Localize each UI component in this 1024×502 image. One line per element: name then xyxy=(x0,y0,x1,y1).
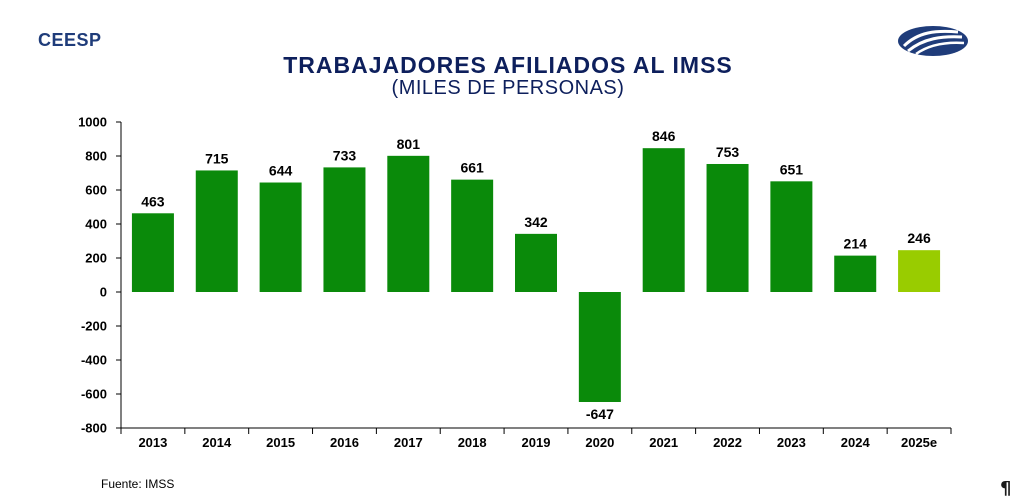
y-tick-label: -600 xyxy=(81,387,107,402)
value-label: 661 xyxy=(460,160,484,176)
chart-title: TRABAJADORES AFILIADOS AL IMSS xyxy=(283,52,733,78)
y-tick-label: 0 xyxy=(100,285,107,300)
bar-2016 xyxy=(323,167,366,292)
category-label: 2021 xyxy=(649,435,678,450)
category-label: 2016 xyxy=(330,435,359,450)
category-label: 2024 xyxy=(841,435,871,450)
source-note: Fuente: IMSS xyxy=(101,477,175,491)
brand-name: CEESP xyxy=(38,30,102,50)
value-label: 801 xyxy=(397,136,421,152)
bar-2018 xyxy=(451,179,494,292)
bar-2020 xyxy=(578,292,621,402)
bar-2013 xyxy=(131,213,174,292)
ceesp-logo-icon xyxy=(896,24,970,63)
chart-subtitle: (MILES DE PERSONAS) xyxy=(391,77,625,99)
value-label: 246 xyxy=(907,230,931,246)
category-label: 2020 xyxy=(585,435,614,450)
bar-2025e xyxy=(898,250,941,292)
page-mark: ¶ xyxy=(1000,478,1012,499)
category-label: 2023 xyxy=(777,435,806,450)
bar-2022 xyxy=(706,163,749,292)
value-label: 214 xyxy=(844,236,868,252)
value-label: -647 xyxy=(586,406,614,422)
category-label: 2013 xyxy=(138,435,167,450)
category-label: 2018 xyxy=(458,435,487,450)
category-label: 2017 xyxy=(394,435,423,450)
category-label: 2025e xyxy=(901,435,937,450)
value-label: 651 xyxy=(780,161,804,177)
value-label: 846 xyxy=(652,128,676,144)
bar-2021 xyxy=(642,148,685,292)
bar-2017 xyxy=(387,155,430,292)
value-label: 733 xyxy=(333,147,357,163)
y-tick-label: 400 xyxy=(85,217,107,232)
y-tick-label: -400 xyxy=(81,353,107,368)
category-label: 2022 xyxy=(713,435,742,450)
y-tick-label: -800 xyxy=(81,421,107,436)
value-label: 463 xyxy=(141,193,165,209)
bar-2023 xyxy=(770,181,813,292)
bar-2015 xyxy=(259,182,302,292)
bar-2024 xyxy=(834,255,877,292)
y-tick-label: 200 xyxy=(85,251,107,266)
y-tick-label: 800 xyxy=(85,149,107,164)
y-tick-label: 1000 xyxy=(78,115,107,130)
value-label: 342 xyxy=(524,214,548,230)
y-tick-label: 600 xyxy=(85,183,107,198)
bar-2014 xyxy=(195,170,238,292)
bar-2019 xyxy=(515,233,557,292)
value-label: 753 xyxy=(716,144,740,160)
value-label: 715 xyxy=(205,150,229,166)
category-label: 2015 xyxy=(266,435,295,450)
category-label: 2014 xyxy=(202,435,232,450)
y-tick-label: -200 xyxy=(81,319,107,334)
value-label: 644 xyxy=(269,163,293,179)
category-label: 2019 xyxy=(522,435,551,450)
